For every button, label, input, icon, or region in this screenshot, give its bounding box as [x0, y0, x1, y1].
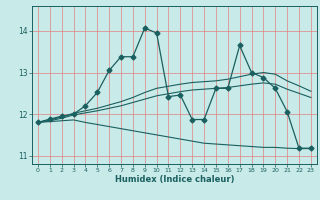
X-axis label: Humidex (Indice chaleur): Humidex (Indice chaleur) [115, 175, 234, 184]
